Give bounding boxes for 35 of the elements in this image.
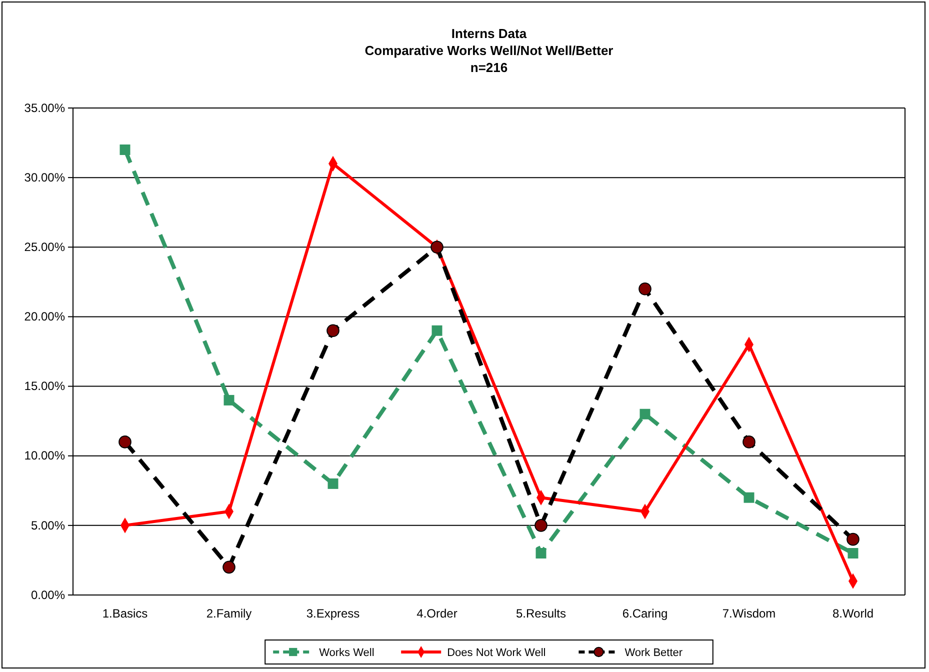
point — [534, 519, 548, 532]
x-tick-label: 7.Wisdom — [722, 606, 776, 621]
point — [328, 478, 338, 489]
y-tick-label: 15.00% — [24, 379, 66, 394]
y-tick-label: 10.00% — [24, 448, 66, 463]
point — [120, 144, 130, 155]
x-tick-label: 4.Order — [416, 606, 458, 621]
y-tick-label: 25.00% — [24, 240, 66, 254]
x-tick-label: 8.World — [832, 606, 874, 621]
legend-label: Works Well — [319, 647, 374, 659]
y-tick-label: 5.00% — [30, 518, 66, 532]
legend-label: Work Better — [624, 647, 683, 659]
x-tick-label: 6.Caring — [622, 606, 668, 621]
point — [536, 548, 546, 558]
point — [640, 408, 650, 420]
point — [848, 548, 858, 558]
x-tick-label: 1.Basics — [102, 606, 148, 621]
point — [744, 492, 754, 503]
chart-title: Interns Data Comparative Works Well/Not Well/Better n=216 — [364, 26, 614, 75]
point — [326, 324, 340, 338]
y-tick-label: 30.00% — [24, 170, 66, 184]
legend-label: Does Not Work Well — [447, 647, 546, 659]
x-tick-label: 2.Family — [206, 606, 252, 621]
x-tick-label: 5.Results — [516, 606, 566, 621]
point — [222, 560, 236, 574]
point — [224, 394, 234, 406]
point — [742, 436, 756, 448]
point — [118, 436, 132, 448]
y-tick-label: 0.00% — [30, 588, 66, 602]
point — [638, 282, 652, 296]
point — [432, 325, 442, 336]
point — [846, 532, 860, 546]
x-tick-label: 3.Express — [306, 606, 360, 621]
y-tick-label: 20.00% — [24, 310, 66, 324]
y-tick-label: 35.00% — [24, 100, 66, 115]
